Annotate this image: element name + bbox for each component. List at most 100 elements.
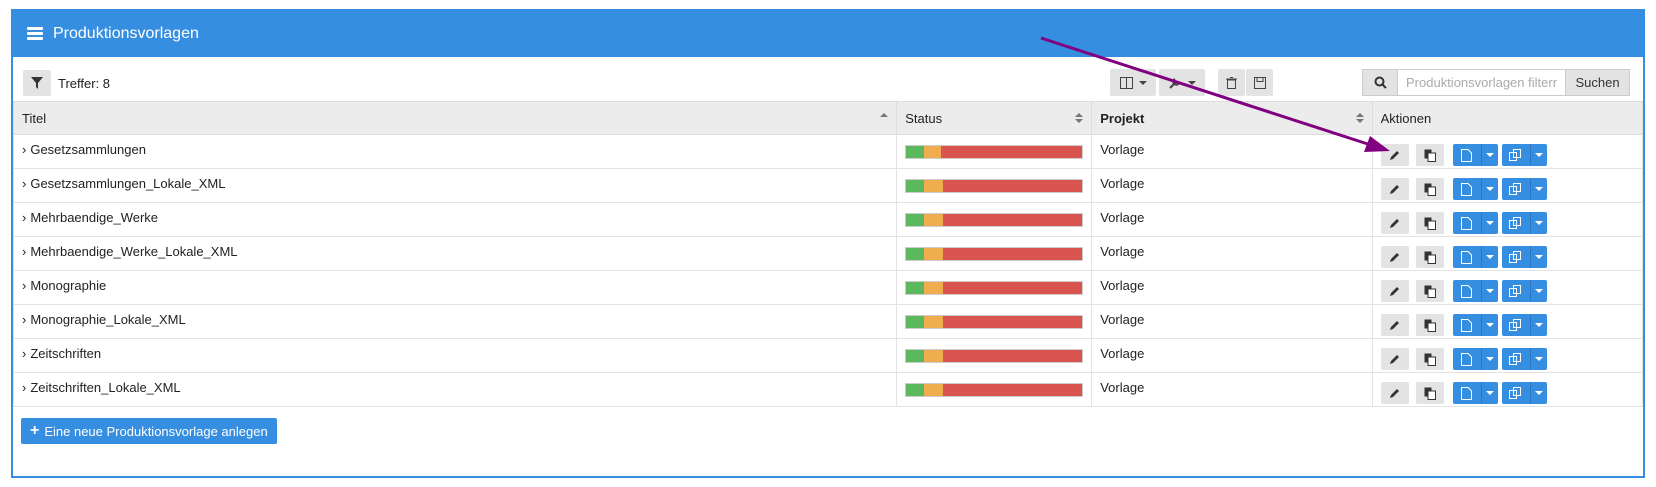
new-process-dropdown[interactable] — [1452, 348, 1498, 370]
chevron-down-icon[interactable] — [1529, 212, 1547, 234]
mass-import-button[interactable] — [1502, 246, 1530, 268]
new-process-button[interactable] — [1453, 144, 1481, 166]
mass-import-dropdown[interactable] — [1501, 348, 1547, 370]
chevron-right-icon[interactable]: › — [22, 380, 27, 395]
table-row[interactable]: › Mehrbaendige_Werke Vorlage — [12, 202, 1644, 237]
edit-button[interactable] — [1380, 314, 1409, 336]
title-cell[interactable]: › Zeitschriften_Lokale_XML — [12, 372, 898, 407]
mass-import-button[interactable] — [1502, 144, 1530, 166]
title-cell[interactable]: › Monographie_Lokale_XML — [12, 304, 898, 339]
chevron-down-icon[interactable] — [1480, 382, 1498, 404]
new-process-dropdown[interactable] — [1452, 280, 1498, 302]
chevron-down-icon[interactable] — [1480, 178, 1498, 200]
chevron-down-icon[interactable] — [1480, 144, 1498, 166]
title-cell[interactable]: › Gesetzsammlungen_Lokale_XML — [12, 168, 898, 203]
column-header-status[interactable]: Status — [896, 101, 1093, 135]
chevron-down-icon[interactable] — [1529, 382, 1547, 404]
new-process-dropdown[interactable] — [1452, 178, 1498, 200]
mass-import-dropdown[interactable] — [1501, 144, 1547, 166]
new-process-button[interactable] — [1453, 246, 1481, 268]
chevron-down-icon[interactable] — [1529, 178, 1547, 200]
new-process-dropdown[interactable] — [1452, 246, 1498, 268]
mass-import-dropdown[interactable] — [1501, 246, 1547, 268]
chevron-down-icon[interactable] — [1529, 348, 1547, 370]
new-process-dropdown[interactable] — [1452, 212, 1498, 234]
title-cell[interactable]: › Mehrbaendige_Werke_Lokale_XML — [12, 236, 898, 271]
new-process-button[interactable] — [1453, 178, 1481, 200]
table-row[interactable]: › Monographie Vorlage — [12, 270, 1644, 305]
column-header-project[interactable]: Projekt — [1091, 101, 1373, 135]
edit-button[interactable] — [1380, 144, 1409, 166]
new-process-dropdown[interactable] — [1452, 382, 1498, 404]
edit-button[interactable] — [1380, 212, 1409, 234]
filter-button[interactable] — [23, 70, 51, 96]
chevron-right-icon[interactable]: › — [22, 244, 27, 259]
chevron-down-icon[interactable] — [1480, 246, 1498, 268]
copy-button[interactable] — [1415, 348, 1444, 370]
mass-import-button[interactable] — [1502, 382, 1530, 404]
mass-import-dropdown[interactable] — [1501, 212, 1547, 234]
chevron-right-icon[interactable]: › — [22, 312, 27, 327]
new-process-button[interactable] — [1453, 280, 1481, 302]
mass-import-dropdown[interactable] — [1501, 314, 1547, 336]
table-row[interactable]: › Gesetzsammlungen_Lokale_XML Vorlage — [12, 168, 1644, 203]
title-cell[interactable]: › Mehrbaendige_Werke — [12, 202, 898, 237]
copy-button[interactable] — [1415, 178, 1444, 200]
edit-button[interactable] — [1380, 246, 1409, 268]
new-template-button[interactable]: + Eine neue Produktionsvorlage anlegen — [21, 418, 277, 444]
edit-button[interactable] — [1380, 280, 1409, 302]
column-header-actions: Aktionen — [1371, 101, 1644, 135]
chevron-right-icon[interactable]: › — [22, 278, 27, 293]
mass-import-dropdown[interactable] — [1501, 178, 1547, 200]
new-process-button[interactable] — [1453, 212, 1481, 234]
table-row[interactable]: › Monographie_Lokale_XML Vorlage — [12, 304, 1644, 339]
mass-import-button[interactable] — [1502, 314, 1530, 336]
columns-dropdown-button[interactable] — [1110, 69, 1156, 96]
copy-button[interactable] — [1415, 212, 1444, 234]
new-process-dropdown[interactable] — [1452, 314, 1498, 336]
chevron-down-icon[interactable] — [1529, 280, 1547, 302]
copy-button[interactable] — [1415, 382, 1444, 404]
chevron-down-icon[interactable] — [1529, 246, 1547, 268]
chevron-right-icon[interactable]: › — [22, 210, 27, 225]
edit-button[interactable] — [1380, 348, 1409, 370]
chevron-right-icon[interactable]: › — [22, 176, 27, 191]
mass-import-button[interactable] — [1502, 280, 1530, 302]
copy-button[interactable] — [1415, 280, 1444, 302]
table-row[interactable]: › Zeitschriften Vorlage — [12, 338, 1644, 373]
new-process-button[interactable] — [1453, 348, 1481, 370]
mass-import-dropdown[interactable] — [1501, 382, 1547, 404]
new-process-dropdown[interactable] — [1452, 144, 1498, 166]
delete-button[interactable] — [1218, 69, 1245, 96]
title-cell[interactable]: › Monographie — [12, 270, 898, 305]
chevron-down-icon[interactable] — [1529, 314, 1547, 336]
copy-button[interactable] — [1415, 144, 1444, 166]
save-button[interactable] — [1246, 69, 1273, 96]
chevron-down-icon[interactable] — [1529, 144, 1547, 166]
chevron-right-icon[interactable]: › — [22, 346, 27, 361]
search-input[interactable] — [1398, 69, 1566, 96]
table-row[interactable]: › Mehrbaendige_Werke_Lokale_XML Vorlage — [12, 236, 1644, 271]
table-row[interactable]: › Zeitschriften_Lokale_XML Vorlage — [12, 372, 1644, 407]
tools-dropdown-button[interactable] — [1159, 69, 1205, 96]
new-process-button[interactable] — [1453, 314, 1481, 336]
edit-button[interactable] — [1380, 178, 1409, 200]
title-cell[interactable]: › Gesetzsammlungen — [12, 134, 898, 169]
title-cell[interactable]: › Zeitschriften — [12, 338, 898, 373]
mass-import-button[interactable] — [1502, 178, 1530, 200]
chevron-down-icon[interactable] — [1480, 280, 1498, 302]
copy-button[interactable] — [1415, 246, 1444, 268]
chevron-down-icon[interactable] — [1480, 212, 1498, 234]
new-process-button[interactable] — [1453, 382, 1481, 404]
mass-import-button[interactable] — [1502, 212, 1530, 234]
chevron-right-icon[interactable]: › — [22, 142, 27, 157]
mass-import-dropdown[interactable] — [1501, 280, 1547, 302]
mass-import-button[interactable] — [1502, 348, 1530, 370]
edit-button[interactable] — [1380, 382, 1409, 404]
column-header-title[interactable]: Titel — [12, 101, 898, 135]
search-button[interactable]: Suchen — [1565, 69, 1630, 96]
chevron-down-icon[interactable] — [1480, 348, 1498, 370]
copy-button[interactable] — [1415, 314, 1444, 336]
chevron-down-icon[interactable] — [1480, 314, 1498, 336]
table-row[interactable]: › Gesetzsammlungen Vorlage — [12, 134, 1644, 169]
